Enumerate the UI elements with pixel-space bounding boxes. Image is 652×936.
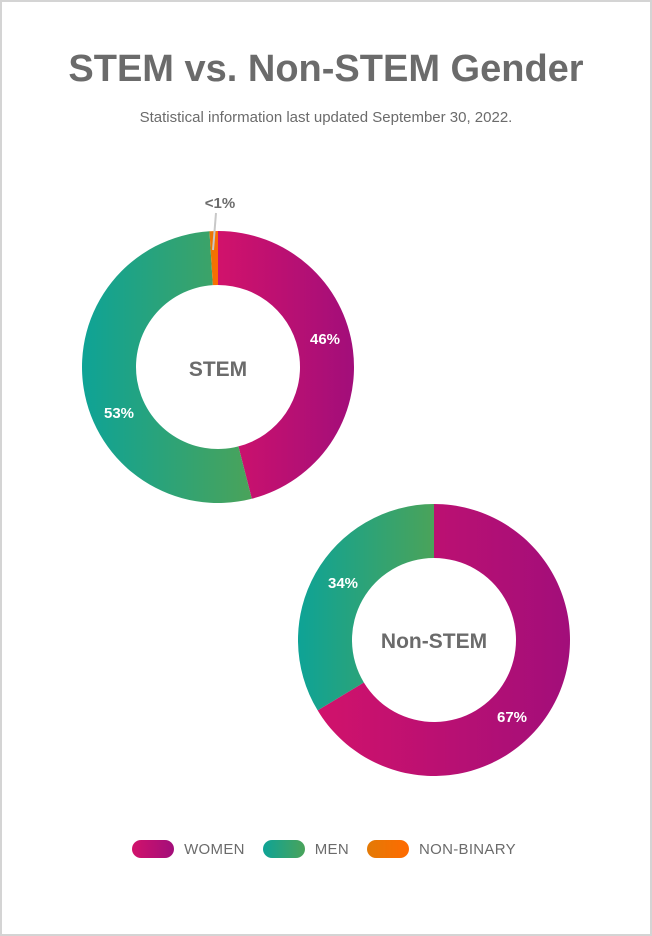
stem-center-label: STEM: [189, 358, 247, 381]
stem-nonbinary-label: <1%: [205, 195, 235, 212]
legend-label: MEN: [314, 840, 349, 858]
nonstem-center-label: Non-STEM: [381, 630, 487, 653]
nonstem-slice-women: [317, 504, 570, 776]
legend-item-non-binary: NON-BINARY: [367, 840, 516, 858]
nonstem-slice-men: [298, 503, 434, 711]
legend: WOMEN MEN NON-BINARY: [0, 840, 652, 858]
non-stem-donut-chart: [298, 503, 570, 776]
nonstem-men-label: 34%: [328, 575, 358, 592]
legend-label: WOMEN: [184, 840, 245, 858]
nonstem-women-label: 67%: [497, 709, 527, 726]
stem-slice-non-binary: [209, 231, 218, 286]
chart-title: STEM vs. Non-STEM Gender: [68, 48, 584, 90]
stem-women-label: 46%: [310, 331, 340, 348]
non-binary-swatch-icon: [367, 840, 409, 858]
stem-men-label: 53%: [104, 405, 134, 422]
legend-item-men: MEN: [262, 840, 349, 858]
chart-subtitle: Statistical information last updated Sep…: [139, 109, 513, 126]
stem-nonbinary-leader-line: [212, 212, 217, 251]
legend-label: NON-BINARY: [419, 840, 516, 858]
stem-donut-chart: [81, 231, 355, 503]
women-swatch-icon: [132, 840, 175, 858]
stem-slice-women: [218, 231, 355, 499]
stem-slice-men: [81, 231, 252, 503]
legend-item-women: WOMEN: [132, 840, 245, 858]
men-swatch-icon: [262, 840, 305, 858]
